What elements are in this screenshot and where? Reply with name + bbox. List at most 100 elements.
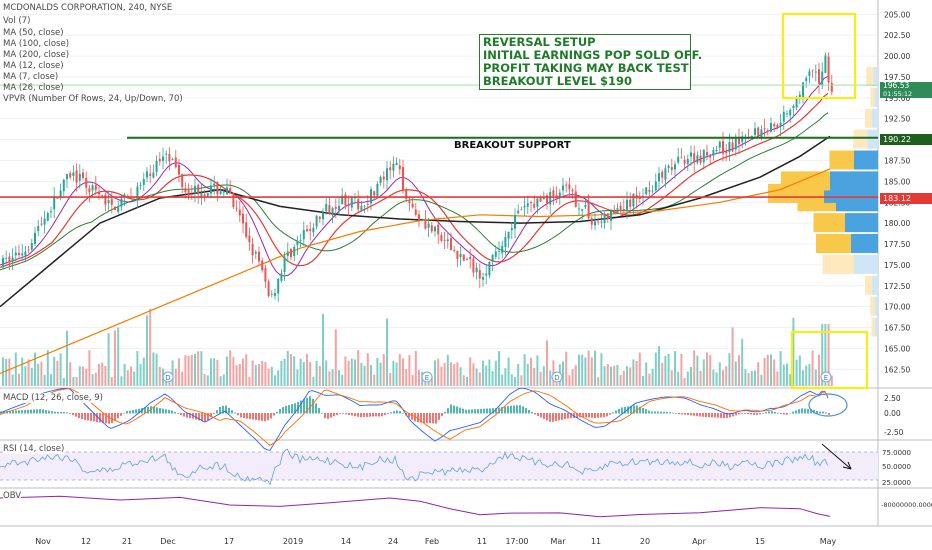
candle-body — [507, 231, 510, 239]
candle-body — [498, 250, 500, 252]
obv-pane-label[interactable]: OBV — [3, 491, 22, 501]
macd-histogram-bar — [714, 413, 716, 418]
volume-bar — [568, 375, 571, 386]
macd-histogram-bar — [786, 413, 788, 415]
candle-body — [82, 172, 84, 178]
indicator-vpvr[interactable]: VPVR (Number Of Rows, 24, Up/Down, 70) — [3, 94, 183, 104]
macd-histogram-bar — [552, 413, 554, 422]
indicator-vol[interactable]: Vol (7) — [3, 16, 31, 26]
volume-bar — [62, 377, 65, 386]
macd-pane-label[interactable]: MACD (12, 26, close, 9) — [3, 393, 103, 403]
macd-histogram-bar — [342, 413, 344, 414]
volume-bar — [251, 360, 254, 386]
volume-bar — [366, 353, 369, 386]
volume-bar — [693, 350, 696, 386]
candle-body — [475, 267, 478, 273]
candle-body — [670, 166, 673, 171]
volume-bar — [814, 369, 817, 386]
candle-body — [725, 151, 728, 154]
candle-body — [101, 194, 104, 196]
candle-body — [571, 189, 574, 192]
volume-bar — [539, 371, 542, 386]
candle-body — [392, 163, 395, 171]
volume-bar — [219, 376, 222, 386]
volume-bar — [405, 369, 408, 386]
candle-body — [270, 294, 273, 295]
macd-histogram-bar — [549, 413, 551, 422]
volume-bar — [782, 364, 785, 386]
volume-bar — [779, 351, 782, 386]
macd-histogram-bar — [819, 411, 821, 414]
current-price-value: 196.53 — [883, 81, 910, 90]
volume-bar — [363, 365, 366, 386]
macd-histogram-bar — [693, 413, 695, 416]
moving-average-line-2 — [0, 92, 829, 268]
volume-bar — [389, 372, 392, 386]
candle-body — [34, 232, 36, 244]
indicator-ma7[interactable]: MA (7, close) — [3, 72, 59, 82]
macd-histogram-bar — [570, 413, 572, 419]
macd-histogram-bar — [741, 413, 743, 414]
candle-body — [706, 152, 708, 156]
volume-bar — [107, 333, 110, 386]
rsi-pane-label[interactable]: RSI (14, close) — [3, 444, 65, 454]
macd-histogram-bar — [513, 405, 515, 414]
candle-body — [43, 218, 46, 225]
candle-body — [581, 209, 584, 211]
candle-body — [680, 157, 683, 159]
price-tick-label: 180.00 — [884, 219, 910, 228]
volume-bar — [606, 364, 609, 386]
macd-histogram-bar — [483, 408, 485, 414]
macd-histogram-bar — [93, 413, 95, 422]
candle-body — [750, 135, 753, 138]
time-tick-label: 24 — [388, 537, 398, 546]
candle-body — [667, 165, 670, 168]
volume-bar — [517, 363, 520, 386]
indicator-ma100[interactable]: MA (100, close) — [3, 39, 70, 49]
candle-body — [814, 71, 817, 73]
candle-body — [776, 124, 779, 128]
candle-body — [251, 243, 254, 256]
candle-body — [30, 242, 33, 250]
price-tick-label: 165.00 — [884, 344, 910, 353]
candle-body — [149, 173, 152, 177]
macd-histogram-bar — [468, 409, 470, 414]
symbol-title[interactable]: MCDONALDS CORPORATION, 240, NYSE — [3, 3, 173, 13]
indicator-ma12[interactable]: MA (12, close) — [3, 61, 64, 71]
volume-bar — [395, 362, 398, 386]
indicator-ma26[interactable]: MA (26, close) — [3, 83, 64, 93]
macd-histogram-bar — [141, 408, 143, 414]
volume-bar — [472, 363, 475, 386]
macd-histogram-bar — [591, 413, 593, 418]
rsi-band — [0, 452, 878, 480]
candle-body — [184, 188, 187, 193]
macd-histogram-bar — [237, 413, 239, 416]
candle-body — [658, 173, 660, 182]
macd-histogram-bar — [81, 413, 83, 420]
volume-bar — [456, 362, 459, 386]
candle-body — [421, 220, 424, 222]
volume-bar — [600, 353, 603, 386]
macd-histogram-bar — [228, 407, 230, 414]
macd-histogram-bar — [642, 407, 644, 414]
macd-histogram-bar — [24, 410, 26, 414]
candle-body — [274, 293, 276, 296]
volume-profile-up — [872, 275, 878, 295]
macd-histogram-bar — [369, 413, 371, 417]
macd-histogram-bar — [519, 405, 521, 414]
candle-body — [478, 270, 481, 279]
volume-bar — [520, 375, 523, 386]
volume-bar — [754, 370, 756, 386]
macd-histogram-bar — [648, 410, 650, 414]
volume-bar — [690, 366, 692, 386]
rsi-tick-label: 75.0000 — [882, 449, 911, 457]
volume-bar — [181, 371, 184, 386]
macd-histogram-bar — [498, 407, 500, 414]
candle-body — [216, 182, 219, 195]
volume-bar — [469, 357, 472, 386]
candle-body — [702, 149, 705, 163]
indicator-ma50[interactable]: MA (50, close) — [3, 28, 64, 38]
macd-histogram-bar — [618, 408, 620, 414]
indicator-ma200[interactable]: MA (200, close) — [3, 50, 70, 60]
